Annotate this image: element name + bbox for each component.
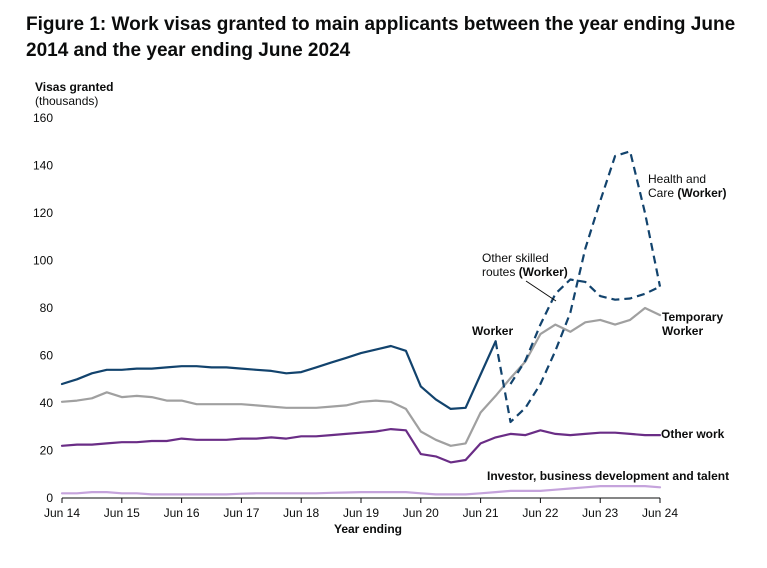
x-tick-label: Jun 14 xyxy=(44,506,80,520)
label-worker: Worker xyxy=(472,324,513,338)
series-line-2 xyxy=(60,428,662,464)
series-layer xyxy=(60,150,662,496)
label-investor: Investor, business development and talen… xyxy=(487,469,729,483)
x-tick-label: Jun 15 xyxy=(104,506,140,520)
leader-line-other-skilled xyxy=(525,280,557,302)
y-axis: 0 20 40 60 80 100 120 140 160 xyxy=(33,111,53,505)
series-line-3 xyxy=(60,485,662,496)
x-tick-label: Jun 16 xyxy=(164,506,200,520)
series-line-5 xyxy=(509,278,661,385)
label-health-care: Health and xyxy=(648,172,706,186)
label-temporary-worker: Worker xyxy=(662,324,703,338)
y-tick-label: 40 xyxy=(40,396,54,410)
series-line-4 xyxy=(494,150,662,424)
label-other-skilled: routes (Worker) xyxy=(482,265,568,279)
y-tick-label: 60 xyxy=(40,349,54,363)
x-tick-label: Jun 21 xyxy=(463,506,499,520)
x-tick-label: Jun 19 xyxy=(343,506,379,520)
y-tick-label: 20 xyxy=(40,444,54,458)
x-tick-label: Jun 18 xyxy=(283,506,319,520)
y-tick-label: 140 xyxy=(33,159,53,173)
y-tick-label: 160 xyxy=(33,111,53,125)
y-tick-label: 100 xyxy=(33,254,53,268)
x-tick-label: Jun 17 xyxy=(223,506,259,520)
x-axis-label: Year ending xyxy=(334,522,402,536)
chart-title: Figure 1: Work visas granted to main app… xyxy=(26,14,736,61)
x-tick-label: Jun 20 xyxy=(403,506,439,520)
label-other-work: Other work xyxy=(661,427,725,441)
y-tick-label: 80 xyxy=(40,301,54,315)
x-axis: Jun 14 Jun 15 Jun 16 Jun 17 Jun 18 Jun 19 Jun … xyxy=(44,498,678,520)
label-other-skilled: Other skilled xyxy=(482,251,549,265)
label-temporary-worker: Temporary xyxy=(662,310,723,324)
label-health-care: Care (Worker) xyxy=(648,186,726,200)
x-tick-label: Jun 23 xyxy=(582,506,618,520)
series-line-0 xyxy=(60,340,497,410)
x-tick-label: Jun 22 xyxy=(522,506,558,520)
series-line-1 xyxy=(60,306,662,447)
y-axis-label: Visas granted xyxy=(35,80,113,94)
y-axis-sublabel: (thousands) xyxy=(35,94,98,108)
x-tick-label: Jun 24 xyxy=(642,506,678,520)
y-tick-label: 0 xyxy=(46,491,53,505)
y-tick-label: 120 xyxy=(33,206,53,220)
